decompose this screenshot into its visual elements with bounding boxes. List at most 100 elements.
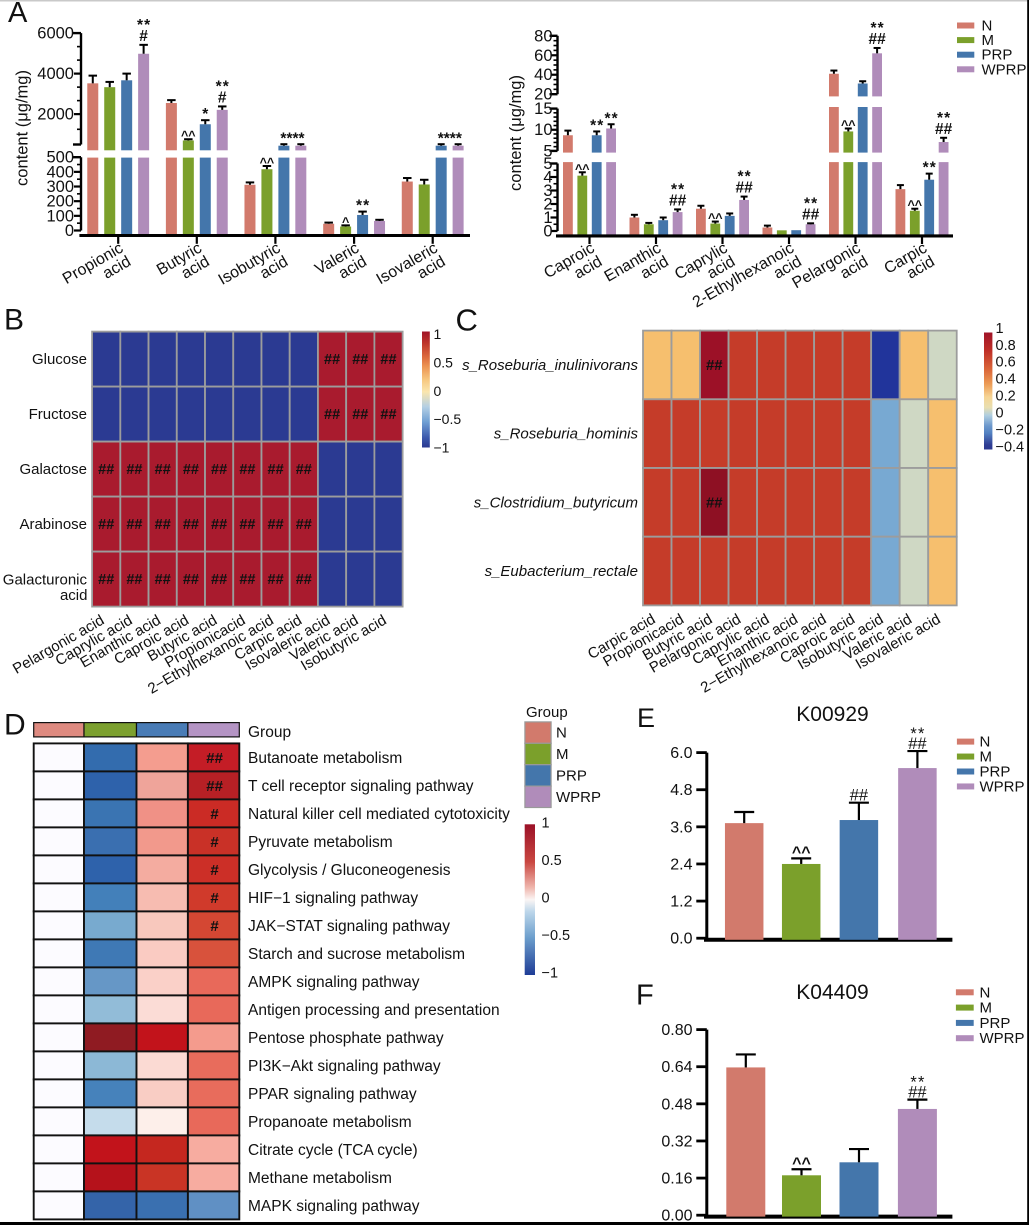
svg-text:4.8: 4.8: [670, 782, 692, 799]
svg-text:1: 1: [542, 816, 550, 832]
svg-text:0: 0: [542, 891, 550, 907]
svg-text:##: ##: [211, 462, 227, 478]
svg-text:##: ##: [296, 572, 312, 588]
svg-text:WPRP: WPRP: [982, 61, 1027, 78]
svg-text:##: ##: [183, 572, 199, 588]
svg-text:##: ##: [908, 735, 927, 753]
svg-text:−0.5: −0.5: [542, 928, 571, 944]
svg-text:10: 10: [534, 121, 552, 139]
svg-text:##: ##: [98, 572, 114, 588]
svg-text:PRP: PRP: [980, 764, 1011, 781]
svg-text:s_Roseburia_inulinivorans: s_Roseburia_inulinivorans: [462, 357, 638, 374]
svg-text:400: 400: [46, 163, 74, 181]
svg-text:Group: Group: [526, 704, 568, 721]
svg-text:#: #: [210, 918, 219, 935]
svg-text:Group: Group: [248, 724, 291, 741]
svg-text:M: M: [980, 1000, 993, 1017]
svg-text:PRP: PRP: [980, 1015, 1011, 1032]
svg-text:##: ##: [324, 407, 340, 423]
svg-text:##: ##: [239, 572, 255, 588]
svg-text:##: ##: [296, 462, 312, 478]
svg-text:200: 200: [46, 193, 74, 211]
svg-text:##: ##: [211, 572, 227, 588]
svg-text:**: **: [590, 117, 604, 134]
svg-text:K04409: K04409: [796, 981, 868, 1004]
svg-text:**: **: [216, 78, 230, 95]
svg-text:B: B: [4, 304, 24, 337]
svg-text:0.48: 0.48: [661, 1096, 692, 1113]
svg-text:0.2: 0.2: [996, 389, 1016, 405]
svg-text:##: ##: [268, 462, 284, 478]
svg-text:##: ##: [868, 31, 886, 48]
svg-text:##: ##: [126, 572, 142, 588]
svg-text:Galactose: Galactose: [19, 461, 87, 478]
svg-text:s_Eubacterium_rectale: s_Eubacterium_rectale: [485, 563, 638, 580]
svg-text:0.8: 0.8: [996, 338, 1016, 354]
svg-text:0: 0: [996, 406, 1004, 422]
svg-text:1: 1: [543, 209, 552, 227]
svg-text:##: ##: [935, 121, 953, 138]
svg-text:HIF−1 signaling pathway: HIF−1 signaling pathway: [248, 890, 418, 907]
svg-text:0.4: 0.4: [996, 372, 1016, 388]
svg-text:**: **: [923, 160, 937, 177]
svg-text:**: **: [937, 110, 951, 127]
svg-text:0.00: 0.00: [661, 1208, 692, 1225]
svg-text:****: ****: [280, 131, 305, 148]
svg-text:3.6: 3.6: [670, 819, 692, 836]
svg-text:N: N: [980, 984, 991, 1001]
svg-text:content (μg/mg): content (μg/mg): [14, 70, 32, 186]
svg-text:Glucose: Glucose: [32, 351, 87, 368]
svg-text:##: ##: [268, 572, 284, 588]
svg-text:^^: ^^: [181, 129, 196, 143]
svg-text:K00929: K00929: [796, 703, 868, 726]
svg-text:Fructose: Fructose: [29, 406, 87, 423]
svg-text:##: ##: [850, 787, 869, 805]
svg-text:Starch and sucrose metabolism: Starch and sucrose metabolism: [248, 946, 465, 963]
svg-text:80: 80: [534, 27, 552, 45]
svg-text:PI3K−Akt signaling pathway: PI3K−Akt signaling pathway: [248, 1058, 441, 1075]
svg-text:T cell receptor signaling path: T cell receptor signaling pathway: [248, 778, 474, 795]
svg-text:0: 0: [434, 383, 442, 399]
svg-text:4000: 4000: [37, 65, 74, 83]
svg-text:^^: ^^: [708, 212, 723, 226]
svg-text:##: ##: [324, 352, 340, 368]
svg-text:6.0: 6.0: [670, 745, 692, 762]
svg-text:D: D: [4, 709, 26, 742]
svg-text:M: M: [556, 746, 569, 763]
svg-text:AMPK signaling pathway: AMPK signaling pathway: [248, 974, 420, 991]
svg-text:Pentose phosphate pathway: Pentose phosphate pathway: [248, 1030, 444, 1047]
svg-text:##: ##: [183, 462, 199, 478]
svg-text:^^: ^^: [792, 844, 811, 861]
svg-text:##: ##: [155, 517, 171, 533]
svg-text:**: **: [910, 1074, 925, 1092]
svg-text:6000: 6000: [37, 25, 74, 43]
svg-text:F: F: [636, 980, 654, 1012]
svg-text:Antigen processing and present: Antigen processing and presentation: [248, 1002, 500, 1019]
svg-text:0.6: 0.6: [996, 355, 1016, 371]
svg-text:s_Roseburia_hominis: s_Roseburia_hominis: [494, 426, 639, 443]
svg-text:C: C: [456, 303, 478, 338]
svg-text:##: ##: [352, 407, 368, 423]
svg-text:0.32: 0.32: [661, 1134, 692, 1151]
svg-text:Glycolysis / Gluconeogenesis: Glycolysis / Gluconeogenesis: [248, 862, 451, 879]
svg-text:0.5: 0.5: [434, 354, 454, 370]
svg-text:40: 40: [534, 66, 552, 84]
svg-text:**: **: [870, 20, 884, 37]
svg-text:−1: −1: [434, 440, 450, 456]
svg-text:^: ^: [342, 215, 350, 229]
svg-text:##: ##: [268, 517, 284, 533]
svg-text:WPRP: WPRP: [980, 1030, 1025, 1047]
svg-text:1: 1: [996, 321, 1004, 337]
svg-text:Arabinose: Arabinose: [19, 516, 87, 533]
svg-text:N: N: [980, 734, 991, 751]
svg-text:**: **: [910, 725, 925, 743]
svg-text:60: 60: [534, 47, 552, 65]
svg-text:Pyruvate metabolism: Pyruvate metabolism: [248, 834, 393, 851]
svg-text:15: 15: [534, 100, 552, 118]
svg-text:^^: ^^: [792, 1155, 811, 1172]
svg-text:JAK−STAT signaling pathway: JAK−STAT signaling pathway: [248, 918, 450, 935]
svg-text:##: ##: [206, 750, 223, 767]
svg-text:##: ##: [735, 180, 753, 197]
svg-text:##: ##: [669, 192, 687, 209]
svg-text:##: ##: [296, 517, 312, 533]
